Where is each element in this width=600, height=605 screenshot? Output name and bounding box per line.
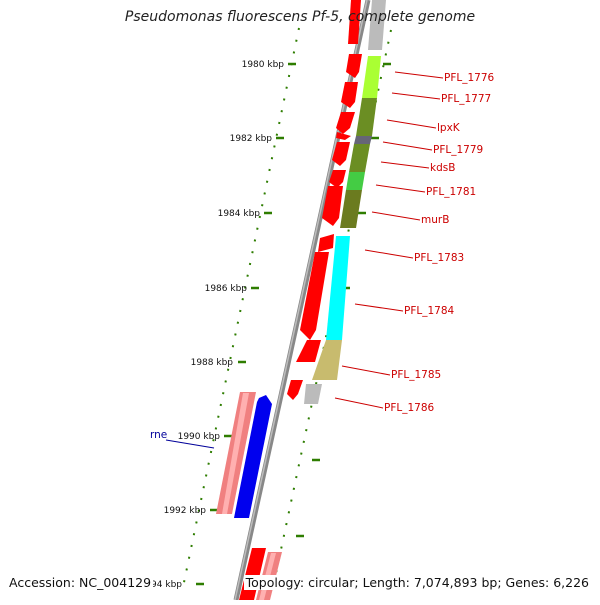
cds-feature (336, 112, 355, 134)
callout-line (341, 365, 391, 376)
tick-label: 1980 kbp (242, 60, 285, 70)
callout-line (386, 119, 437, 129)
tick-label: 994 kbp (145, 580, 182, 590)
callout-line (364, 249, 414, 259)
callout-line (380, 161, 430, 169)
inner-gene-track (216, 392, 272, 518)
callout-line (375, 184, 426, 193)
gene-pfl-1777 (356, 98, 377, 136)
callout-line (382, 141, 433, 151)
cds-feature (336, 132, 351, 140)
callout-line (371, 211, 421, 221)
tick-label: 1992 kbp (164, 506, 207, 516)
tick-label: 1990 kbp (178, 432, 221, 442)
gene-pfl-1776 (362, 56, 381, 98)
cds-feature (287, 380, 303, 400)
cds-feature (332, 142, 350, 166)
cds-track-top (287, 0, 362, 400)
gene-label-lpxk: lpxK (437, 122, 461, 134)
tick-label: 1988 kbp (191, 358, 234, 368)
tick-label: 1982 kbp (230, 134, 273, 144)
gene-lpxk (354, 136, 372, 144)
cds-feature (341, 82, 358, 108)
gene-pfl-1779 (349, 144, 370, 172)
pink-feature-highlight (222, 393, 249, 514)
callout-line (354, 303, 404, 312)
gene-label-pfl-1777: PFL_1777 (441, 93, 491, 105)
gene-kdsb (346, 172, 365, 190)
cds-feature (346, 54, 362, 78)
gene-label-kdsb: kdsB (430, 162, 455, 174)
kbp-tick-marks (196, 62, 391, 586)
tick-label: 1984 kbp (218, 209, 261, 219)
gene-label-pfl-1776: PFL_1776 (444, 72, 495, 84)
gene-pfl-1785 (312, 340, 342, 380)
callout-lines (334, 71, 444, 409)
gene-pfl-1783 (326, 236, 350, 340)
cds-feature (322, 186, 343, 226)
cds-feature (348, 0, 361, 44)
cds-feature (300, 252, 329, 340)
gene-label-pfl-1781: PFL_1781 (426, 186, 476, 198)
callout-line (334, 397, 384, 409)
rne-feature (234, 395, 272, 518)
callout-line-rne (165, 439, 215, 449)
gene-label-pfl-1784: PFL_1784 (404, 305, 455, 317)
tick-label: 1986 kbp (205, 284, 248, 294)
gene-pfl-1786 (304, 384, 322, 404)
cds-feature (329, 170, 346, 188)
gene-grey-top (368, 0, 386, 50)
gene-label-pfl-1779: PFL_1779 (433, 144, 483, 156)
accession-label: Accession: NC_004129 (7, 575, 154, 590)
gene-pfl-1781 (340, 190, 362, 228)
gene-label-pfl-1783: PFL_1783 (414, 252, 464, 264)
callout-line (394, 71, 444, 79)
cds-feature (296, 340, 321, 362)
gene-track (304, 0, 386, 404)
inner-ruler-line (181, 27, 300, 593)
gene-label-pfl-1786: PFL_1786 (384, 402, 435, 414)
cds-feature (318, 234, 334, 252)
gene-label-rne: rne (150, 429, 167, 441)
genome-summary: Topology: circular; Length: 7,074,893 bp… (243, 575, 591, 590)
kbp-tick-labels: 1980 kbp 1982 kbp 1984 kbp 1986 kbp 1988… (145, 60, 284, 590)
callout-line (391, 92, 441, 100)
gene-label-pfl-1785: PFL_1785 (391, 369, 441, 381)
map-title: Pseudomonas fluorescens Pf-5, complete g… (124, 9, 476, 25)
gene-label-murb: murB (421, 214, 449, 226)
gene-labels: PFL_1776 PFL_1777 lpxK PFL_1779 kdsB PFL… (384, 72, 495, 414)
